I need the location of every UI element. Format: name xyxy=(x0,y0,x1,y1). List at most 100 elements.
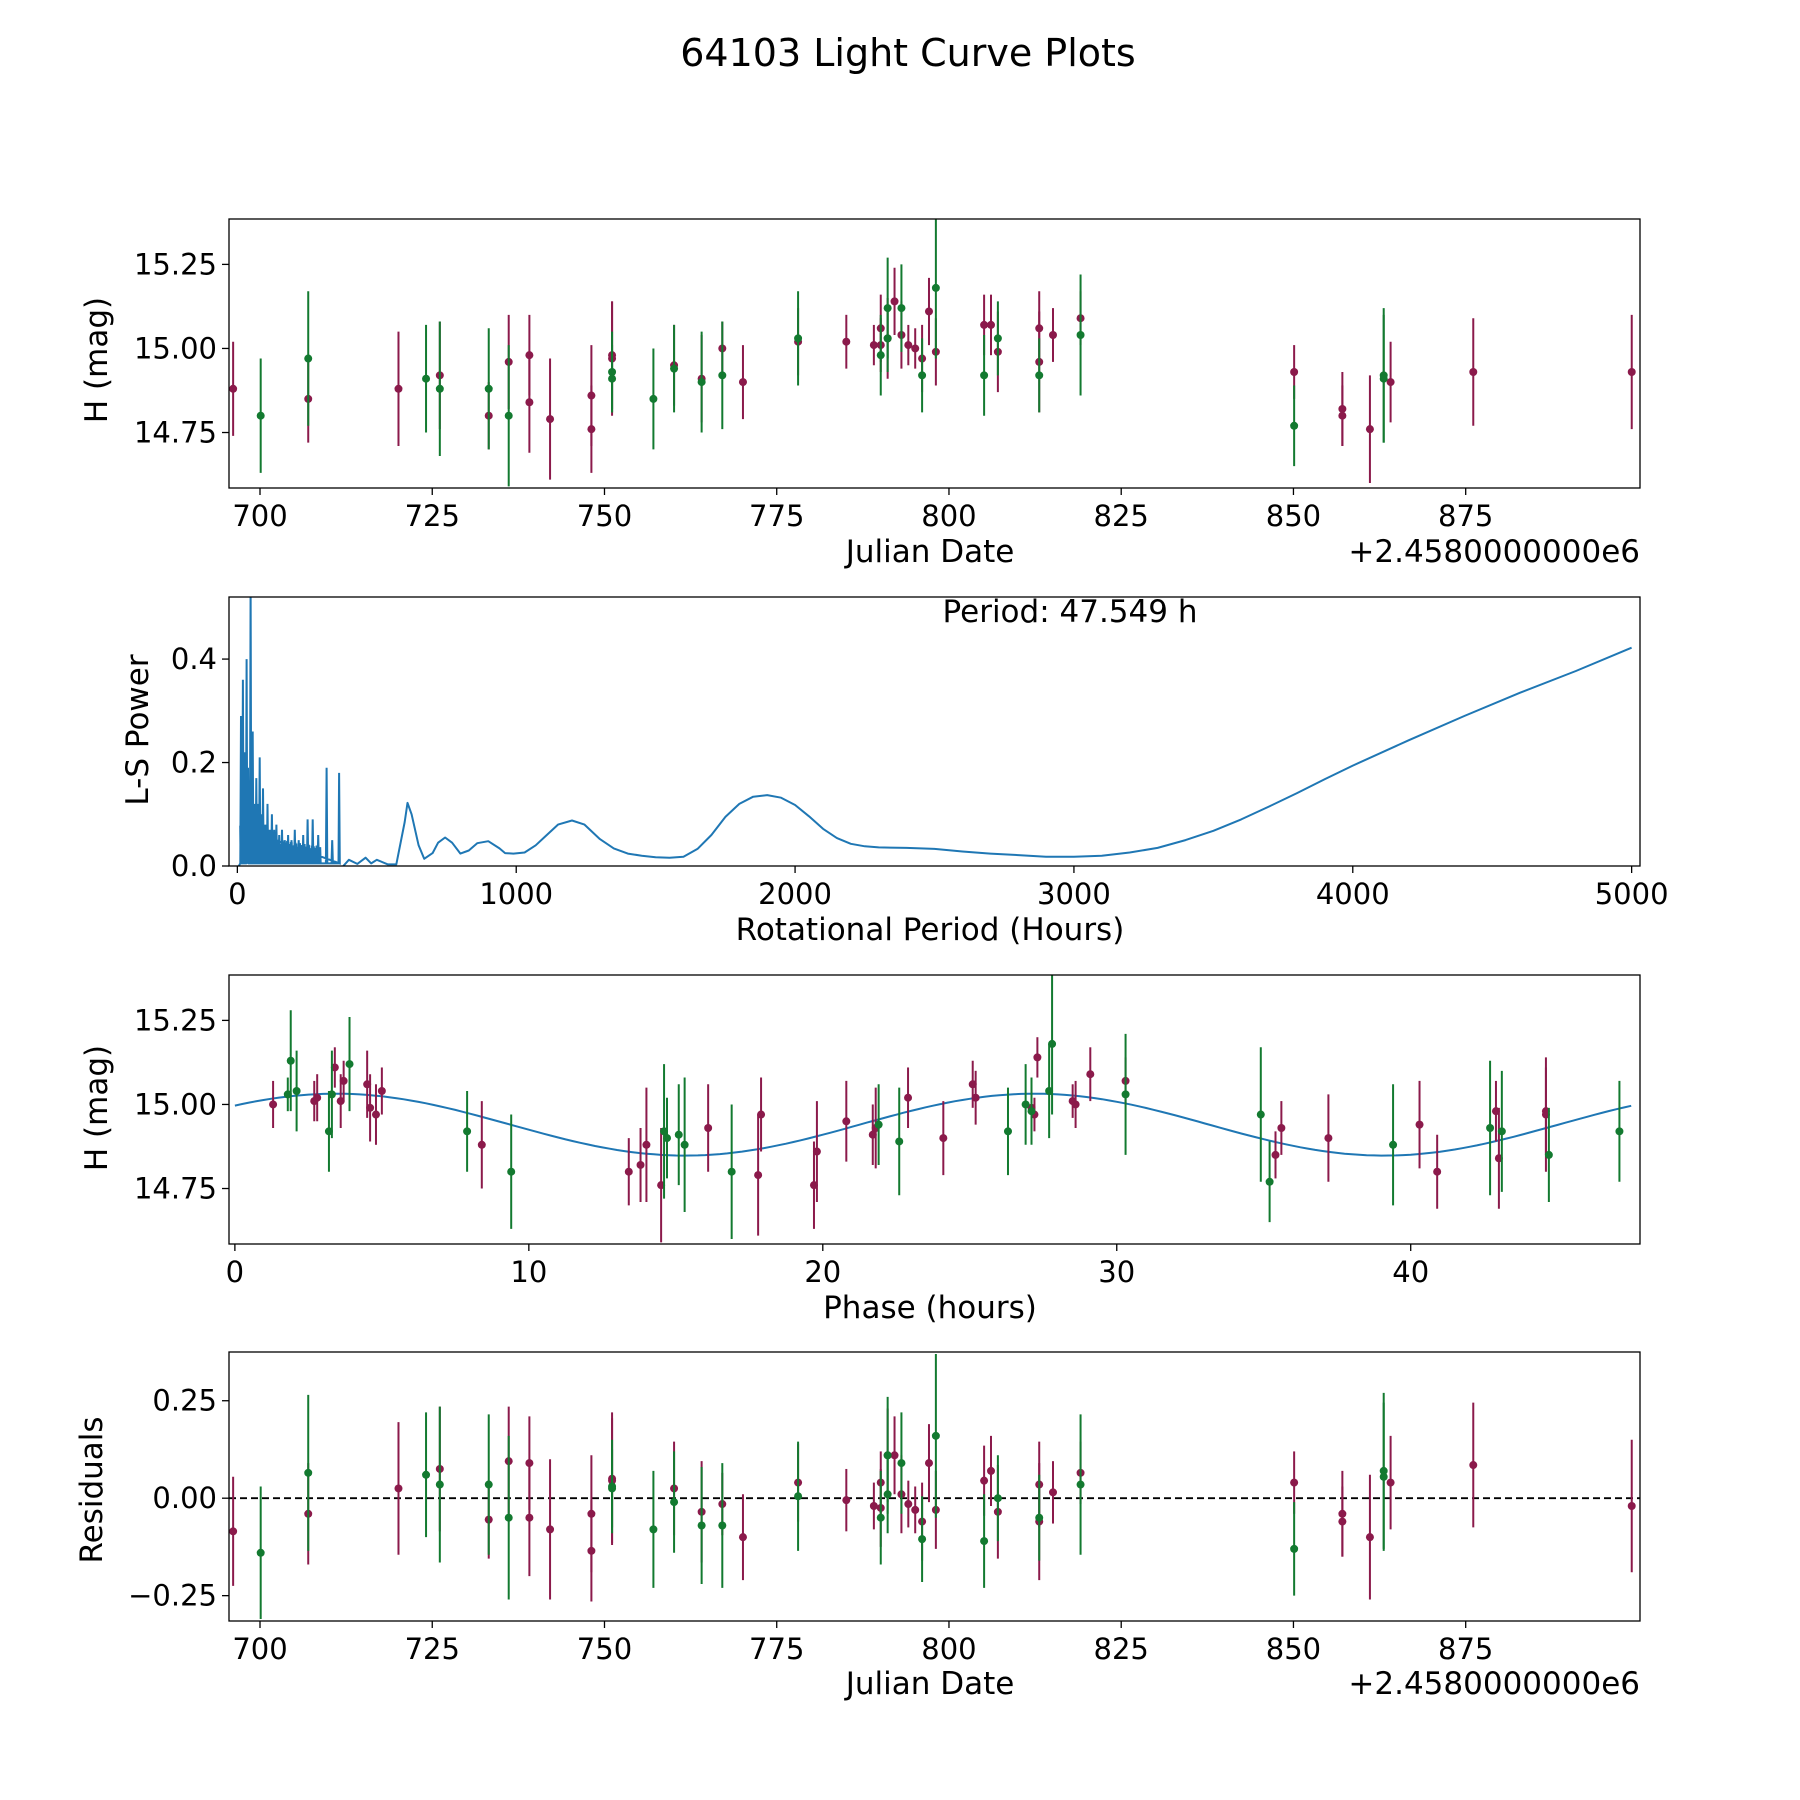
residuals-ytick-label: 0.00 xyxy=(152,1481,217,1515)
residuals-xtick-label: 775 xyxy=(749,1632,804,1666)
filter-r-point xyxy=(1290,1478,1299,1487)
filter-r-point xyxy=(869,341,878,350)
light-curve-panel: H (mag) Julian Date +2.4580000000e6 700 7… xyxy=(79,218,1641,570)
filter-r-point xyxy=(980,1476,989,1485)
filter-g-point xyxy=(435,1480,444,1489)
phase-folded-xtick-label: 30 xyxy=(1098,1255,1135,1289)
filter-g-point xyxy=(327,1090,336,1099)
filter-r-point xyxy=(924,307,933,316)
filter-g-point xyxy=(1256,1110,1265,1119)
filter-r-point xyxy=(986,1466,995,1475)
light-curve-xtick-label: 750 xyxy=(577,499,632,533)
filter-g-point xyxy=(1265,1177,1274,1186)
filter-g-point xyxy=(674,1130,683,1139)
phase-folded-ytick-label: 14.75 xyxy=(134,1172,217,1206)
filter-r-point xyxy=(1415,1120,1424,1129)
filter-g-point xyxy=(876,351,885,360)
filter-r-point xyxy=(1338,1509,1347,1518)
filter-r-point xyxy=(911,1505,920,1514)
filter-r-point xyxy=(229,1527,238,1536)
filter-r-point xyxy=(738,1533,747,1542)
filter-g-point xyxy=(931,1431,940,1440)
filter-g-point xyxy=(463,1127,472,1136)
phase-folded-xtick-label: 20 xyxy=(804,1255,841,1289)
light-curve-xlabel: Julian Date xyxy=(844,534,1015,570)
residuals-points xyxy=(229,1353,1640,1620)
light-curve-ytick-label: 15.00 xyxy=(134,331,217,365)
filter-r-point xyxy=(1365,425,1374,434)
filter-r-point xyxy=(757,1110,766,1119)
light-curve-xtick-label: 700 xyxy=(232,499,287,533)
light-curve-xtick-label: 825 xyxy=(1094,499,1149,533)
filter-g-point xyxy=(484,1480,493,1489)
residuals-ylabel: Residuals xyxy=(74,1416,110,1563)
light-curve-xtick-label: 800 xyxy=(921,499,976,533)
filter-g-point xyxy=(256,1548,265,1557)
filter-r-point xyxy=(477,1140,486,1149)
filter-r-point xyxy=(624,1167,633,1176)
filter-r-point xyxy=(394,1484,403,1493)
filter-g-point xyxy=(256,411,265,420)
periodogram-xtick-label: 2000 xyxy=(758,877,832,911)
filter-g-point xyxy=(1076,1480,1085,1489)
light-curve-points xyxy=(229,219,1636,487)
filter-r-point xyxy=(980,320,989,329)
filter-r-point xyxy=(1271,1150,1280,1159)
filter-g-point xyxy=(897,304,906,313)
periodogram-xtick-label: 3000 xyxy=(1037,877,1111,911)
filter-r-point xyxy=(911,344,920,353)
filter-r-point xyxy=(890,297,899,306)
filter-r-point xyxy=(842,1117,851,1126)
phase-folded-xtick-label: 10 xyxy=(510,1255,547,1289)
filter-r-point xyxy=(1433,1167,1442,1176)
periodogram-xlabel: Rotational Period (Hours) xyxy=(736,912,1125,948)
filter-g-point xyxy=(1497,1127,1506,1136)
filter-g-point xyxy=(304,354,313,363)
filter-r-point xyxy=(587,391,596,400)
light-curve-xtick-label: 725 xyxy=(405,499,460,533)
residuals-xtick-label: 700 xyxy=(232,1632,287,1666)
filter-g-point xyxy=(897,1459,906,1468)
residuals-x-offset: +2.4580000000e6 xyxy=(1348,1666,1640,1702)
filter-g-point xyxy=(918,371,927,380)
light-curve-ytick-label: 14.75 xyxy=(134,416,217,450)
filter-r-point xyxy=(269,1100,278,1109)
filter-g-point xyxy=(304,1468,313,1477)
filter-r-point xyxy=(1071,1100,1080,1109)
filter-r-point xyxy=(1627,367,1636,376)
filter-r-point xyxy=(904,1500,913,1509)
filter-g-point xyxy=(1486,1123,1495,1132)
filter-g-point xyxy=(980,371,989,380)
periodogram-ytick-label: 0.4 xyxy=(171,642,217,676)
filter-g-point xyxy=(876,1513,885,1522)
period-annotation: Period: 47.549 h xyxy=(943,594,1198,630)
light-curve-x-offset: +2.4580000000e6 xyxy=(1348,534,1640,570)
residuals-xtick-label: 850 xyxy=(1266,1632,1321,1666)
filter-g-point xyxy=(1048,1039,1057,1048)
residuals-xtick-label: 875 xyxy=(1438,1632,1493,1666)
filter-r-point xyxy=(1627,1501,1636,1510)
filter-g-point xyxy=(918,1535,927,1544)
periodogram-ytick-label: 0.2 xyxy=(171,746,217,780)
filter-r-point xyxy=(971,1093,980,1102)
filter-g-point xyxy=(718,371,727,380)
filter-r-point xyxy=(842,337,851,346)
filter-r-point xyxy=(869,1501,878,1510)
filter-g-point xyxy=(931,283,940,292)
filter-g-point xyxy=(680,1140,689,1149)
light-curve-frame xyxy=(228,218,1641,489)
filter-g-point xyxy=(649,394,658,403)
filter-g-point xyxy=(718,1521,727,1530)
filter-g-point xyxy=(670,1498,679,1507)
filter-r-point xyxy=(1338,404,1347,413)
filter-r-point xyxy=(904,1093,913,1102)
residuals-panel: Residuals Julian Date +2.4580000000e6 70… xyxy=(74,1351,1641,1702)
filter-r-point xyxy=(890,1451,899,1460)
filter-r-point xyxy=(1324,1134,1333,1143)
periodogram-panel: L-S Power Rotational Period (Hours) Peri… xyxy=(120,594,1669,948)
filter-g-point xyxy=(608,374,617,383)
filter-g-point xyxy=(662,1134,671,1143)
filter-r-point xyxy=(525,398,534,407)
filter-r-point xyxy=(546,415,555,424)
filter-g-point xyxy=(484,384,493,393)
